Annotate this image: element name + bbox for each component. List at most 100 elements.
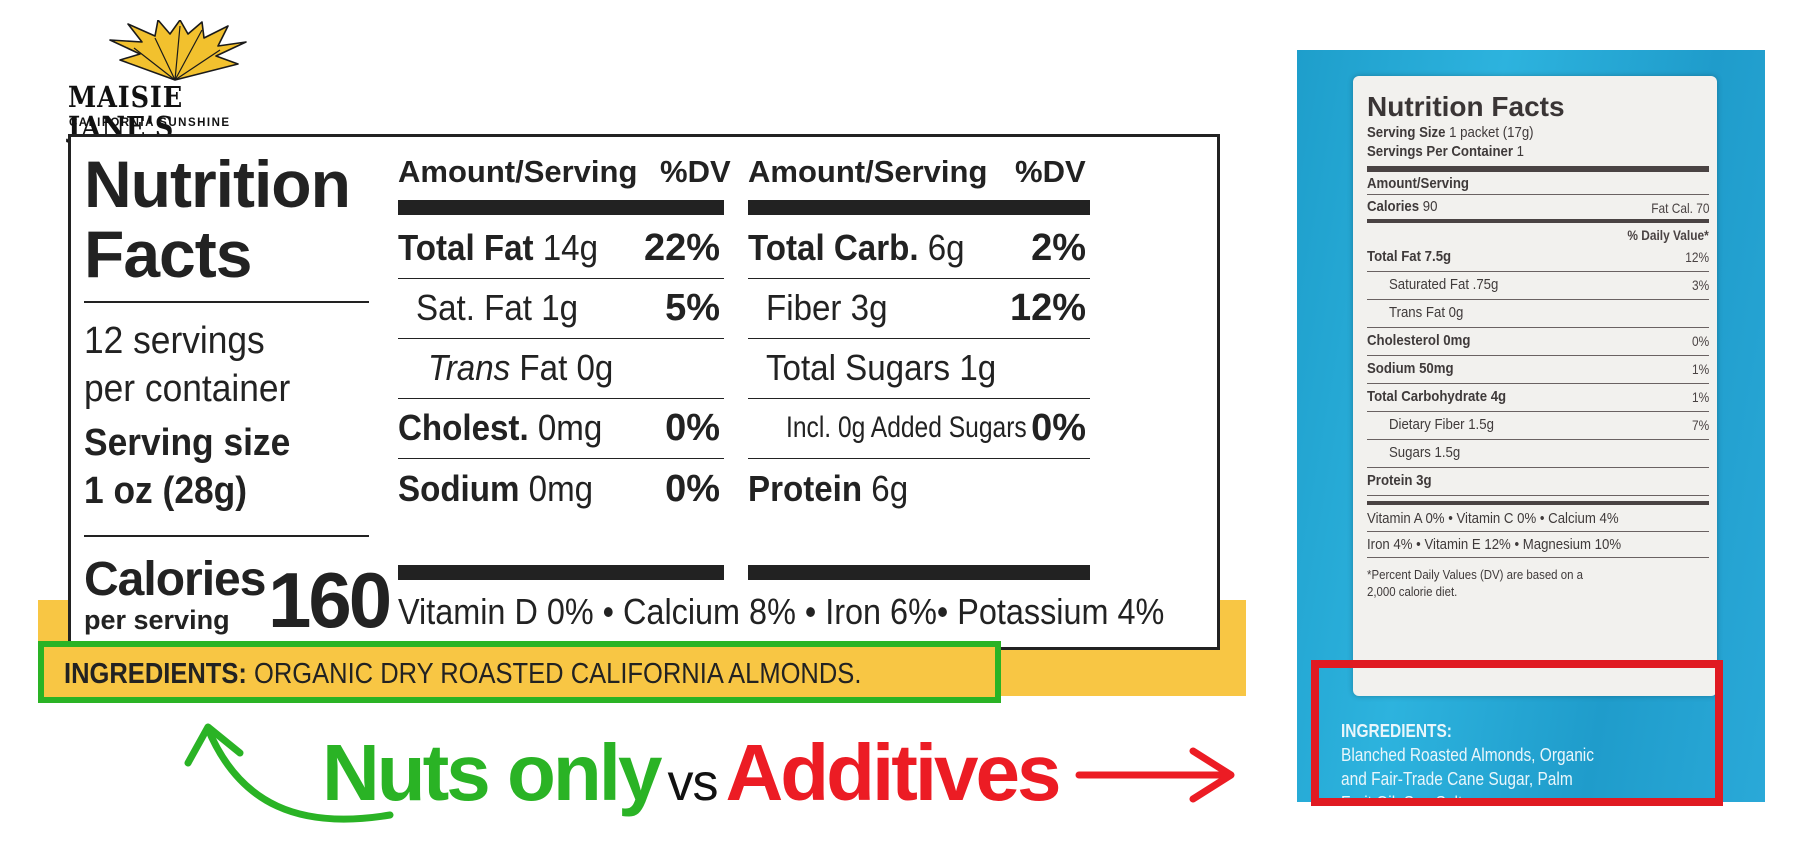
packet-nutrient-dv: 7% [1691,417,1709,433]
packet-thick-rule [1367,166,1709,172]
serving-size-value: 1 oz (28g) [84,470,247,512]
packet-nutrient-dv: 3% [1691,277,1709,293]
packet-fat-cal: Fat Cal. 70 [1650,200,1709,216]
packet-nutrient-name: Total Fat 7.5g [1367,248,1452,265]
packet-rule [1367,439,1709,441]
comparison-caption: Nuts only vs Additives [322,728,1062,818]
nutrient-name: Total Sugars [766,347,951,388]
brand-name: MAISIE JANE'S [68,80,184,144]
packet-ingredients-line-3: Fruit Oil, Sea Salt. [1341,792,1467,802]
packet-amount-per-serving: Amount/Serving [1367,175,1469,192]
ingredients-box-additives [1311,660,1723,806]
packet-nutrient-name: Saturated Fat .75g [1389,276,1499,293]
divider [84,535,369,537]
packet-nutrient-dv: 12% [1685,249,1709,265]
packet-nutrition-panel: Nutrition Facts Serving Size 1 packet (1… [1353,76,1717,696]
packet-rule [1367,299,1709,301]
nutrient-dv: 5% [665,287,720,329]
brand-logo: MAISIE JANE'S CALIFORNIA SUNSHINE [68,20,278,142]
column-b-amount-header: Amount/Serving [748,154,988,189]
packet-rule [1367,327,1709,329]
nutrient-name: Fiber [766,287,842,328]
nutrient-amount: 6g [871,468,909,509]
servings-line-1: 12 servings [84,320,265,362]
caption-nuts-only: Nuts only [322,728,662,817]
packet-rule [1367,411,1709,413]
packet-rule [1367,467,1709,469]
brand-tagline: CALIFORNIA SUNSHINE [69,117,231,129]
packet-calories: Calories 90 [1367,198,1437,215]
nutrient-row-added-sugars: Incl. 0g Added Sugars 0% [748,399,1090,459]
nutrient-name: Sodium [398,468,520,509]
packet-nutrition-title: Nutrition Facts [1367,91,1565,122]
nutrient-row-trans-fat: Trans Fat 0g [398,339,724,399]
packet-footnote-line-2: 2,000 calorie diet. [1367,584,1458,599]
packet-ingredients-line-1: Blanched Roasted Almonds, Organic [1341,745,1594,765]
calories-per-serving: per serving [84,605,230,635]
packet-calories-label: Calories [1367,198,1420,215]
ingredients-text: INGREDIENTS: ORGANIC DRY ROASTED CALIFOR… [64,658,861,690]
caption-additives: Additives [725,728,1061,817]
nutrient-amount: 14g [542,227,599,268]
packet-vitamins-line-1: Vitamin A 0% • Vitamin C 0% • Calcium 4% [1367,510,1619,527]
packet-nutrient-dv: 1% [1691,389,1709,405]
nutrient-name: Trans [428,347,511,388]
packet-nutrient-name: Sodium 50mg [1367,360,1454,377]
thick-rule [398,200,724,215]
nutrient-amount: 0mg [528,468,594,509]
serving-size: Serving size 1 oz (28g) [84,419,363,515]
nutrient-amount: 0mg [537,407,603,448]
packet-photo-additives: Nutrition Facts Serving Size 1 packet (1… [1297,50,1765,802]
packet-serving-size-label: Serving Size [1367,124,1446,141]
packet-nutrient-name: Dietary Fiber 1.5g [1389,416,1494,433]
nutrient-amount: 1g [541,287,579,328]
divider [84,301,369,303]
servings-line-2: per container [84,368,291,410]
curved-green-arrow-icon [184,723,394,823]
column-b-dv-header: %DV [1015,154,1086,189]
packet-daily-value-header: % Daily Value* [1627,227,1709,243]
nutrient-dv: 22% [643,227,720,269]
servings-per-container: 12 servings per container [84,317,363,413]
nutrition-label-maisie-janes: Nutrition Facts 12 servings per containe… [68,134,1220,650]
nutrient-name: Cholest. [398,407,529,448]
column-a-dv-header: %DV [660,154,731,189]
packet-rule [1367,383,1709,385]
nutrient-dv: 0% [1031,407,1086,449]
packet-nutrient-name: Protein 3g [1367,472,1432,489]
nutrient-row-total-carb: Total Carb. 6g 2% [748,219,1090,279]
title-line-1: Nutrition [84,147,351,221]
thick-rule [398,565,724,580]
packet-ingredients-line-2: and Fair-Trade Cane Sugar, Palm [1341,769,1573,789]
nutrient-row-fiber: Fiber 3g 12% [748,279,1090,339]
serving-size-label: Serving size [84,422,291,464]
nutrient-name: Total Fat [398,227,534,268]
caption-vs: vs [667,754,718,812]
nutrient-amount: 1g [959,347,997,388]
red-right-arrow-icon [1075,747,1235,803]
nutrient-name: Sat. Fat [416,287,532,328]
nutrient-dv: 0% [665,407,720,449]
packet-ingredients-label: INGREDIENTS: [1341,721,1452,741]
nutrient-name: Total Carb. [748,227,919,268]
packet-calories-value: 90 [1422,198,1438,215]
title-line-2: Facts [84,217,252,291]
packet-footnote-line-1: *Percent Daily Values (DV) are based on … [1367,567,1583,582]
nutrition-facts-title: Nutrition Facts [84,149,384,289]
packet-rule [1367,557,1709,559]
calories-value: 160 [268,556,392,644]
ingredients-list: ORGANIC DRY ROASTED CALIFORNIA ALMONDS. [253,658,862,690]
packet-nutrient-name: Sugars 1.5g [1389,444,1461,461]
nutrient-row-total-sugars: Total Sugars 1g [748,339,1090,399]
packet-servings-per-container: Servings Per Container 1 [1367,143,1524,160]
nutrient-dv: 0% [665,468,720,510]
nutrient-row-cholesterol: Cholest. 0mg 0% [398,399,724,459]
packet-rule [1367,355,1709,357]
packet-servings-label: Servings Per Container [1367,143,1513,160]
nutrient-amount: Fat 0g [519,347,614,388]
thick-rule [748,200,1090,215]
packet-serving-size-value: 1 packet (17g) [1449,124,1534,141]
packet-rule [1367,271,1709,273]
packet-thick-rule [1367,219,1709,223]
nutrient-dv: 2% [1031,227,1086,269]
